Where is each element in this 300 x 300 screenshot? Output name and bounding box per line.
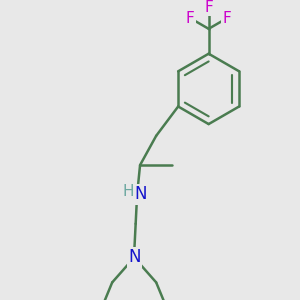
Text: F: F — [223, 11, 231, 26]
Text: N: N — [134, 185, 147, 203]
Text: H: H — [123, 184, 134, 199]
Text: N: N — [128, 248, 140, 266]
Text: F: F — [186, 11, 195, 26]
Text: F: F — [204, 0, 213, 15]
